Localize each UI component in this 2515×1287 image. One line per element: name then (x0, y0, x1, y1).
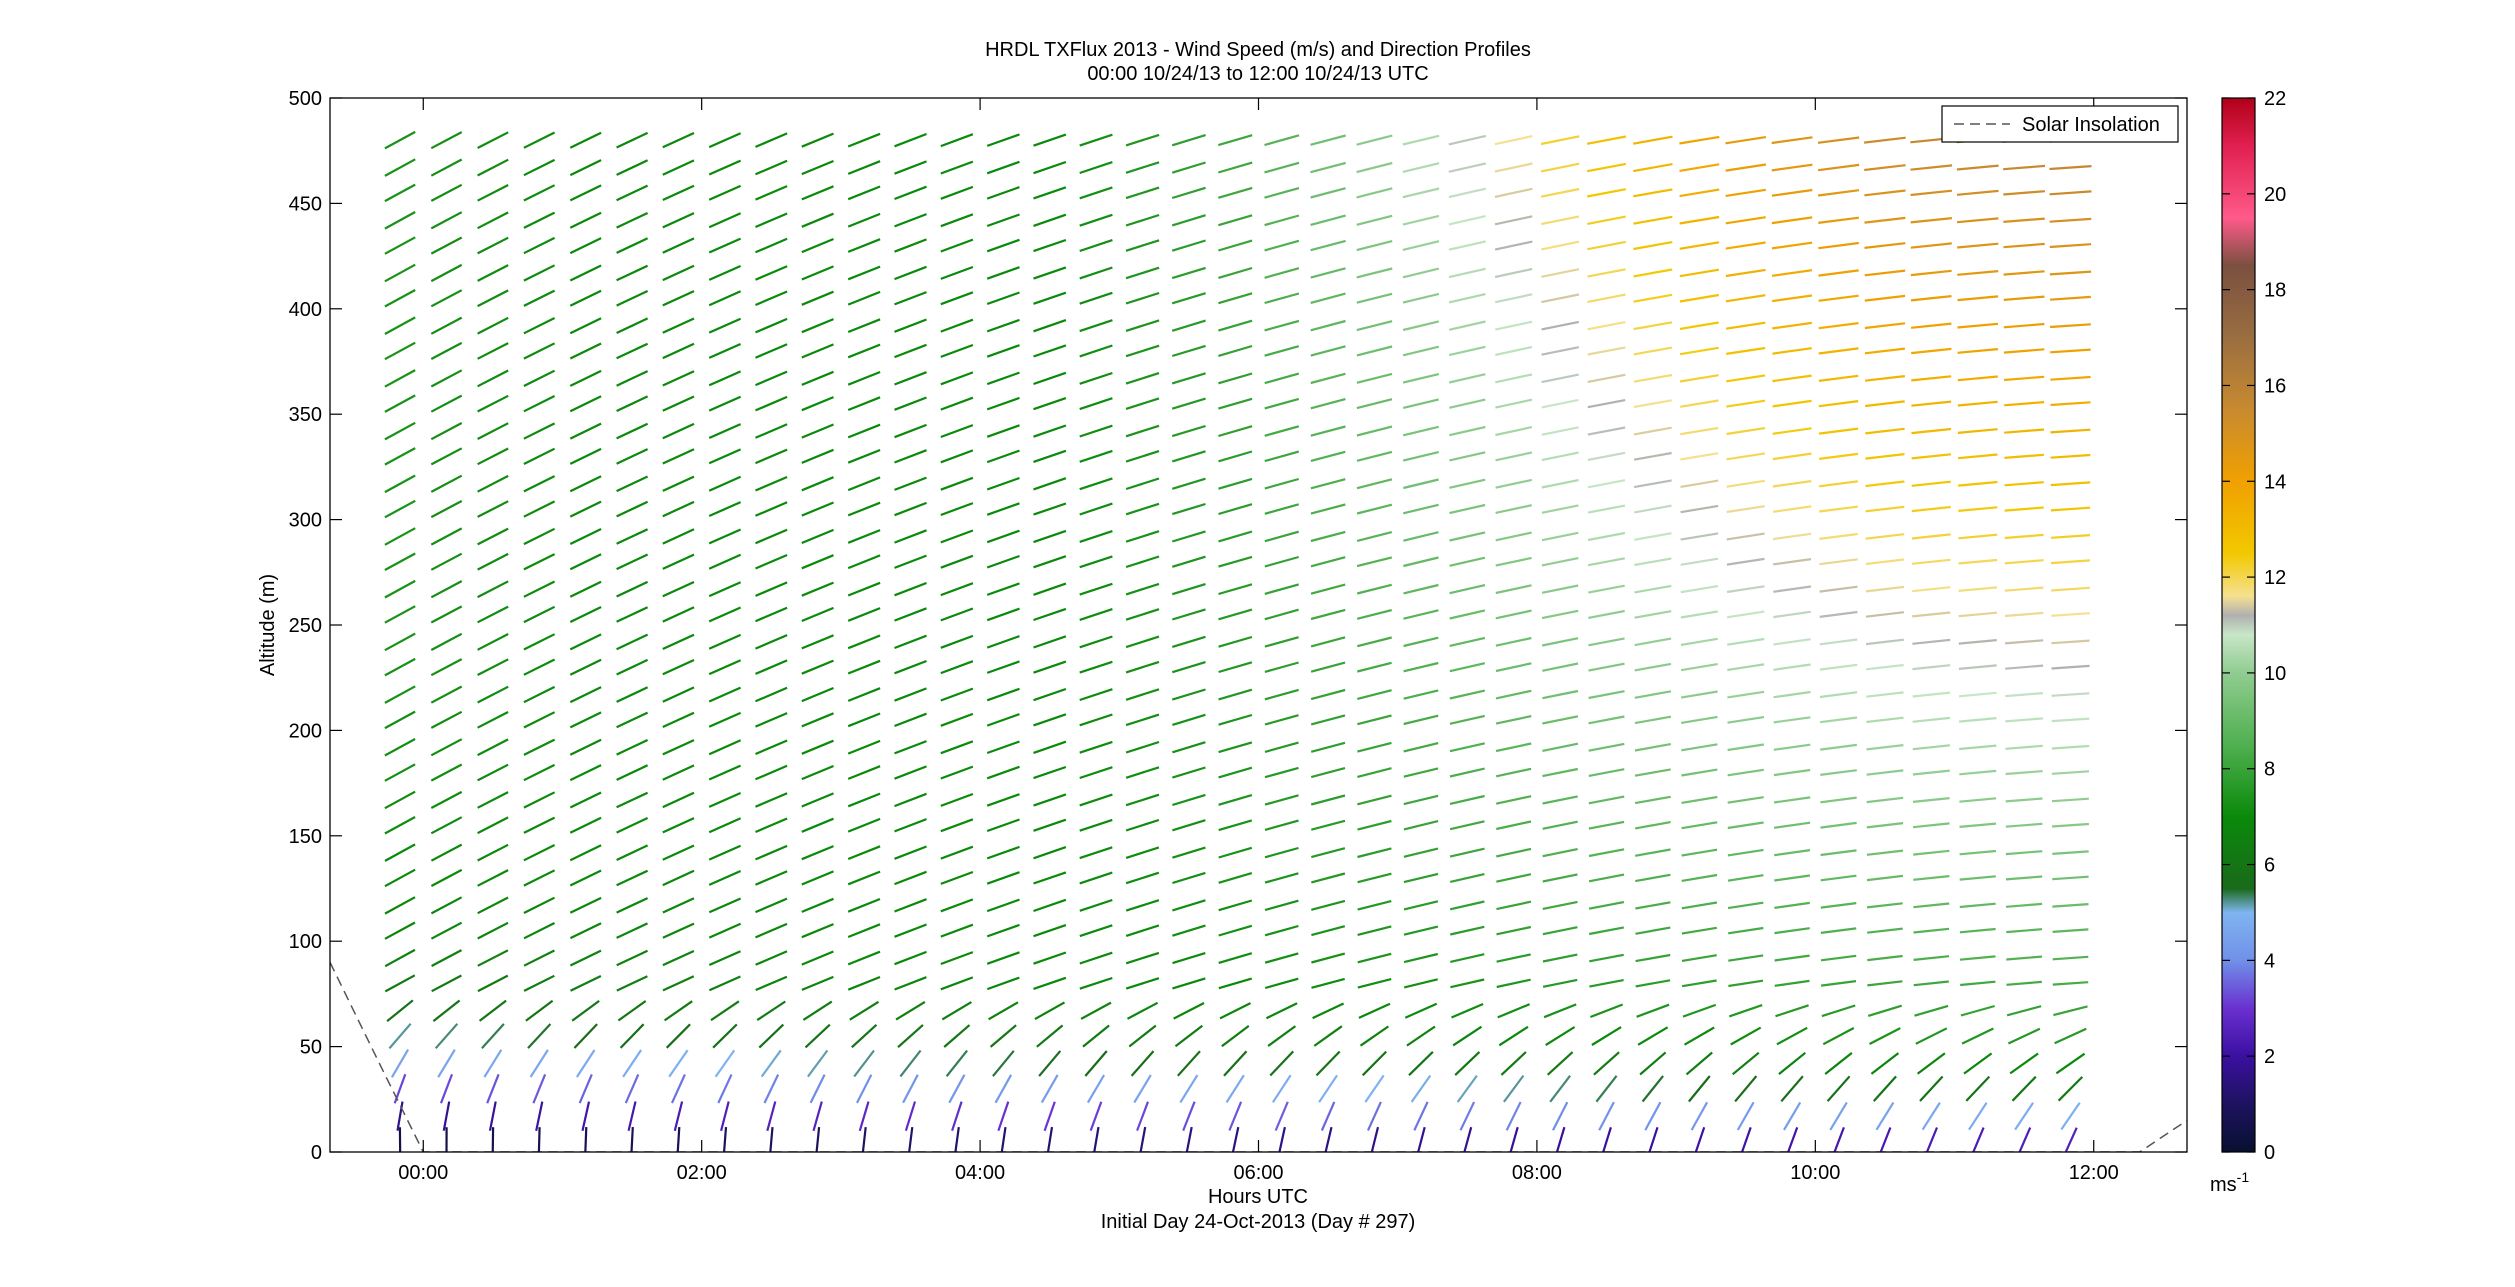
colorbar-tick-label: 2 (2264, 1046, 2275, 1068)
y-tick-label: 150 (289, 826, 322, 848)
colorbar-tick-label: 8 (2264, 759, 2275, 781)
y-tick-label: 350 (289, 404, 322, 426)
y-tick-label: 250 (289, 615, 322, 637)
legend: Solar Insolation (1942, 106, 2178, 142)
colorbar-unit-base: ms (2210, 1174, 2237, 1196)
colorbar: 0 2 4 6 8 10 12 14 16 18 20 22 ms-1 (2210, 88, 2286, 1196)
colorbar-bar (2222, 98, 2255, 1152)
plot-area (330, 98, 2187, 1152)
y-tick-label: 300 (289, 510, 322, 532)
legend-entry-solar-insolation: Solar Insolation (2022, 114, 2160, 136)
y-tick-label: 0 (311, 1142, 322, 1164)
y-tick-label: 500 (289, 88, 322, 110)
colorbar-tick-label: 14 (2264, 471, 2286, 493)
colorbar-tick-label: 6 (2264, 855, 2275, 877)
x-tick-label: 04:00 (955, 1162, 1005, 1184)
x-axis-label: Hours UTC (1208, 1186, 1308, 1208)
colorbar-tick-label: 22 (2264, 88, 2286, 110)
x-tick-label: 06:00 (1233, 1162, 1283, 1184)
y-tick-label: 50 (300, 1037, 322, 1059)
y-tick-label: 400 (289, 299, 322, 321)
colorbar-tick-label: 4 (2264, 950, 2275, 972)
chart-title: HRDL TXFlux 2013 - Wind Speed (m/s) and … (985, 39, 1531, 61)
y-axis-label: Altitude (m) (257, 574, 279, 676)
x-tick-label: 10:00 (1790, 1162, 1840, 1184)
colorbar-tick-label: 20 (2264, 184, 2286, 206)
x-axis-sublabel: Initial Day 24-Oct-2013 (Day # 297) (1101, 1211, 1416, 1233)
colorbar-tick-label: 0 (2264, 1142, 2275, 1164)
colorbar-unit-exponent: -1 (2237, 1169, 2250, 1185)
x-tick-label: 08:00 (1512, 1162, 1562, 1184)
y-tick-label: 450 (289, 193, 322, 215)
colorbar-unit: ms-1 (2210, 1169, 2249, 1196)
y-tick-label: 200 (289, 720, 322, 742)
chart-subtitle: 00:00 10/24/13 to 12:00 10/24/13 UTC (1087, 63, 1428, 85)
x-tick-label: 02:00 (677, 1162, 727, 1184)
colorbar-tick-label: 18 (2264, 280, 2286, 302)
colorbar-tick-label: 10 (2264, 663, 2286, 685)
colorbar-tick-label: 12 (2264, 567, 2286, 589)
colorbar-tick-label: 16 (2264, 375, 2286, 397)
y-tick-label: 100 (289, 931, 322, 953)
x-tick-label: 00:00 (398, 1162, 448, 1184)
x-tick-label: 12:00 (2069, 1162, 2119, 1184)
